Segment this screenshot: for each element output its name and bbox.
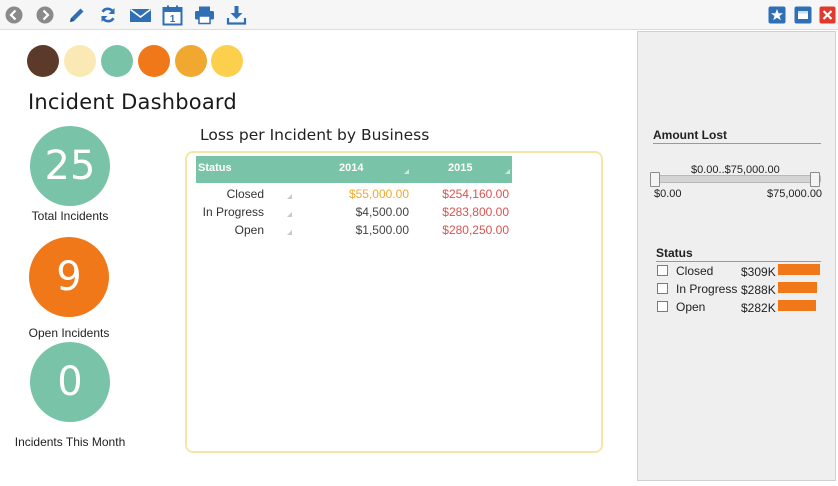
status-filter-value: $288K [741,283,776,297]
kpi-label: Total Incidents [31,209,109,223]
sort-icon[interactable] [404,169,409,174]
amount-min-label: $0.00 [654,188,682,200]
status-filter-item[interactable]: Open $282K [657,300,827,317]
cell-2015: $283,800.00 [442,205,509,219]
status-filter-label: Open [676,300,706,314]
cell-status: In Progress [202,205,264,219]
status-filter-value: $309K [741,265,776,279]
favorite-icon[interactable] [768,5,786,25]
page-title: Incident Dashboard [28,90,237,114]
filter-panel: Amount Lost $0.00..$75,000.00 $0.00 $75,… [637,31,836,481]
column-header-2014[interactable]: 2014 [339,162,364,174]
amount-range-label: $0.00..$75,000.00 [691,164,780,176]
status-filter-item[interactable]: Closed $309K [657,264,827,281]
expand-icon[interactable] [287,194,292,199]
calendar-icon[interactable]: 1 [162,5,183,26]
status-checkbox[interactable] [657,283,668,294]
forward-icon[interactable] [35,5,55,25]
kpi-incidents-this-month[interactable]: 0 Incidents This Month [15,342,125,449]
status-filter-heading: Status [656,246,821,262]
status-filter-bar [778,282,817,293]
print-icon[interactable] [194,5,215,25]
palette-swatch [138,45,170,77]
status-checkbox[interactable] [657,265,668,276]
cell-2014: $4,500.00 [355,205,409,219]
cell-2015: $280,250.00 [442,223,509,237]
toolbar: 1 [0,0,838,30]
cell-status: Open [234,223,264,237]
status-filter-item[interactable]: In Progress $288K [657,282,827,299]
kpi-label: Open Incidents [28,326,110,340]
kpi-open-incidents[interactable]: 9 Open Incidents [29,237,109,340]
status-filter-label: Closed [676,264,714,278]
status-filter-bar [778,300,816,311]
cell-2014: $55,000.00 [348,187,409,201]
sort-icon[interactable] [505,169,510,174]
status-filter-value: $282K [741,301,776,315]
table-row[interactable]: Closed $55,000.00 $254,160.00 [196,185,512,203]
palette-swatch [27,45,59,77]
refresh-icon[interactable] [98,5,118,25]
download-icon[interactable] [226,5,247,25]
status-filter-label: In Progress [676,282,738,296]
table-row[interactable]: In Progress $4,500.00 $283,800.00 [196,203,512,221]
palette-swatch [175,45,207,77]
table-panel [185,151,603,453]
amount-filter-heading: Amount Lost [653,128,821,144]
kpi-circle: 0 [30,342,110,422]
loss-table: Status 2014 2015 Closed $55,000.00 $254,… [196,156,512,239]
back-icon[interactable] [4,5,24,25]
amount-slider-track[interactable] [654,175,821,183]
kpi-total-incidents[interactable]: 25 Total Incidents [30,126,110,223]
maximize-icon[interactable] [794,5,812,25]
kpi-circle: 25 [30,126,110,206]
cell-status: Closed [226,187,264,201]
amount-slider-max-handle[interactable] [810,172,820,187]
amount-max-label: $75,000.00 [767,188,823,200]
column-header-2015[interactable]: 2015 [448,162,473,174]
palette-swatch [64,45,96,77]
edit-icon[interactable] [67,5,87,25]
status-filter-bar [778,264,820,275]
table-header: Status 2014 2015 [196,156,512,183]
kpi-circle: 9 [29,237,109,317]
amount-slider-min-handle[interactable] [650,172,660,187]
table-row[interactable]: Open $1,500.00 $280,250.00 [196,221,512,239]
close-icon[interactable] [819,5,836,25]
cell-2014: $1,500.00 [355,223,409,237]
expand-icon[interactable] [287,230,292,235]
cell-2015: $254,160.00 [442,187,509,201]
column-header-status[interactable]: Status [198,162,232,174]
kpi-label: Incidents This Month [14,435,126,449]
email-icon[interactable] [129,5,152,25]
status-checkbox[interactable] [657,301,668,312]
palette-swatch [211,45,243,77]
expand-icon[interactable] [287,212,292,217]
table-title: Loss per Incident by Business [200,126,430,144]
calendar-day: 1 [170,14,176,25]
palette-swatch [101,45,133,77]
